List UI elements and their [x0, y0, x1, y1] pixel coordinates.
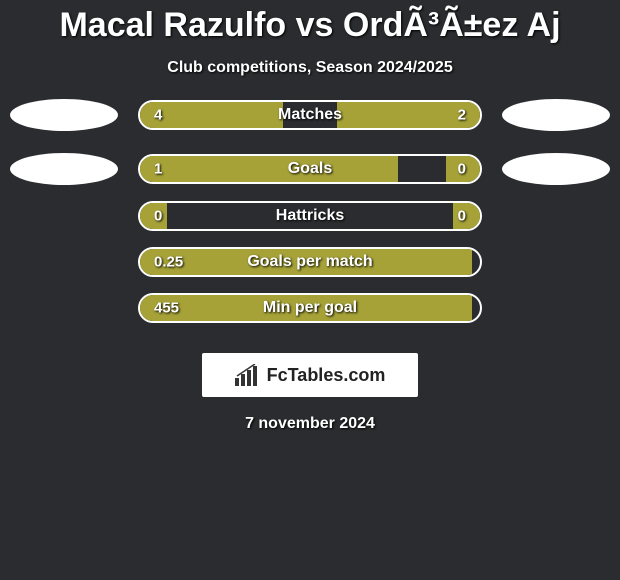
- team-logo-right: [502, 153, 610, 185]
- bar-gap: [472, 249, 481, 275]
- bar-segment-left: [140, 156, 398, 182]
- stat-row: Matches 4 2: [6, 99, 614, 131]
- stat-value-right: 0: [458, 161, 466, 178]
- stat-value-right: 0: [458, 208, 466, 225]
- stat-label: Min per goal: [263, 299, 357, 317]
- stat-value-left: 0.25: [154, 254, 183, 271]
- stat-value-right: 2: [458, 107, 466, 124]
- stat-label: Hattricks: [276, 207, 344, 225]
- stat-value-left: 1: [154, 161, 162, 178]
- stat-bar: Matches 4 2: [138, 100, 482, 130]
- fctables-logo[interactable]: FcTables.com: [202, 353, 418, 397]
- page-title: Macal Razulfo vs OrdÃ³Ã±ez Aj: [59, 6, 560, 45]
- stat-bar: Goals 1 0: [138, 154, 482, 184]
- date-text: 7 november 2024: [245, 415, 375, 433]
- stat-bar: Min per goal 455: [138, 293, 482, 323]
- stat-value-left: 0: [154, 208, 162, 225]
- stat-label: Matches: [278, 106, 342, 124]
- stat-row: Goals 1 0: [6, 153, 614, 185]
- bar-gap: [398, 156, 446, 182]
- comparison-container: Macal Razulfo vs OrdÃ³Ã±ez Aj Club compe…: [0, 0, 620, 433]
- stat-bar: Goals per match 0.25: [138, 247, 482, 277]
- team-logo-left: [10, 153, 118, 185]
- stat-row: Goals per match 0.25: [6, 247, 614, 277]
- stat-bar: Hattricks 0 0: [138, 201, 482, 231]
- page-subtitle: Club competitions, Season 2024/2025: [167, 59, 452, 77]
- stat-label: Goals: [288, 160, 332, 178]
- stat-value-left: 4: [154, 107, 162, 124]
- stat-row: Min per goal 455: [6, 293, 614, 323]
- stat-value-left: 455: [154, 300, 179, 317]
- stat-row: Hattricks 0 0: [6, 201, 614, 231]
- bar-chart-icon: [235, 364, 261, 386]
- logo-text: FcTables.com: [267, 365, 386, 386]
- stat-label: Goals per match: [247, 253, 372, 271]
- bar-gap: [472, 295, 481, 321]
- team-logo-right: [502, 99, 610, 131]
- team-logo-left: [10, 99, 118, 131]
